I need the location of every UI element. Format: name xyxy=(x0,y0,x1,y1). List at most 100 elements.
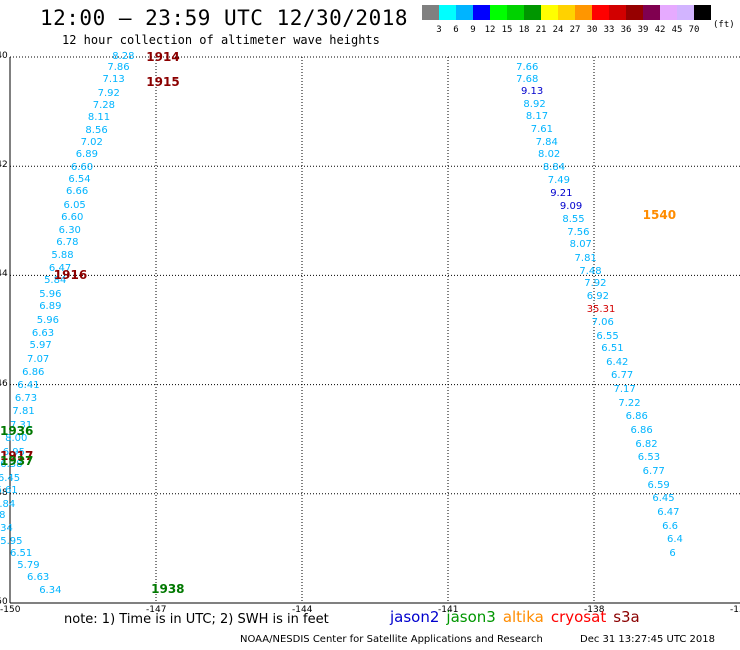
wave-height-value: 6.86 xyxy=(630,425,653,436)
wave-height-value: 6.60 xyxy=(70,161,94,173)
wave-height-value: 6.95 xyxy=(2,446,25,458)
color-swatch-label: 6 xyxy=(453,25,459,35)
wave-height-value: 6 xyxy=(669,547,676,559)
wave-height-value: 6.61 xyxy=(0,485,18,497)
color-swatch-label: 36 xyxy=(620,25,632,35)
color-swatch xyxy=(626,5,643,20)
color-swatch xyxy=(677,5,694,20)
lat-tick-label: -44 xyxy=(0,269,8,280)
wave-height-value: 7.02 xyxy=(80,136,103,148)
wave-height-value: 6.45 xyxy=(652,493,675,505)
wave-height-value: 6.92 xyxy=(586,291,609,303)
wave-height-value: 6.86 xyxy=(22,366,45,378)
wave-height-value: 6.78 xyxy=(56,236,79,248)
wave-height-value: 9.09 xyxy=(559,201,583,213)
color-scale-unit: (ft) xyxy=(713,20,735,30)
wave-height-value: 6.63 xyxy=(31,327,55,339)
pass-id-label: 1540 xyxy=(642,208,677,223)
wave-height-value: 6.05 xyxy=(63,199,86,211)
wave-height-value: 6.53 xyxy=(637,452,661,464)
wave-height-value: 6.66 xyxy=(65,186,89,198)
color-swatch xyxy=(456,5,473,20)
wave-height-value: 6.77 xyxy=(642,465,665,477)
lon-tick-label: -138 xyxy=(584,605,605,615)
wave-height-value: 6.82 xyxy=(635,438,658,450)
color-swatch xyxy=(473,5,490,20)
wave-height-value: 6.51 xyxy=(601,343,624,355)
wave-height-value: 6.58 xyxy=(0,509,6,521)
wave-height-value: 7.68 xyxy=(516,73,539,85)
color-swatch-label: 39 xyxy=(637,25,649,35)
lon-tick-label: -147 xyxy=(146,605,167,615)
color-swatch xyxy=(609,5,626,20)
legend-item-cryosat: cryosat xyxy=(550,608,607,626)
footer-note: note: 1) Time is in UTC; 2) SWH is in fe… xyxy=(64,612,329,627)
wave-height-value: 5.97 xyxy=(29,340,52,352)
wave-height-value: 6.55 xyxy=(596,330,619,342)
generation-timestamp: Dec 31 13:27:45 UTC 2018 xyxy=(580,634,715,645)
wave-height-value: 7.61 xyxy=(530,123,553,135)
color-swatch xyxy=(490,5,507,20)
color-swatch-label: 9 xyxy=(470,25,476,35)
wave-height-value: 7.84 xyxy=(535,136,558,148)
wave-height-value: 8.07 xyxy=(569,239,592,251)
wave-height-value: 6.89 xyxy=(75,149,98,161)
wave-height-value: 7.56 xyxy=(567,226,590,238)
pass-id-label: 1915 xyxy=(146,74,180,89)
wave-height-value: 8.55 xyxy=(562,213,585,225)
wave-height-value: 7.13 xyxy=(102,73,125,85)
wave-height-value: 7.81 xyxy=(12,405,35,417)
wave-height-value: 6.41 xyxy=(17,380,40,392)
color-swatch-label: 42 xyxy=(654,25,666,35)
wave-height-value: 7.31 xyxy=(10,419,33,431)
wave-height-value: 8.28 xyxy=(112,51,135,62)
color-swatch xyxy=(643,5,660,20)
color-swatch xyxy=(507,5,524,20)
color-swatch-label: 3 xyxy=(436,25,442,35)
wave-height-value: 9.13 xyxy=(521,86,544,98)
wave-height-value: 6.89 xyxy=(39,301,62,313)
color-swatch-label: 45 xyxy=(671,25,683,35)
wave-height-value: 7.48 xyxy=(579,265,602,277)
wave-height-value: 8.00 xyxy=(5,433,28,445)
wave-height-value: 6.86 xyxy=(625,411,648,423)
color-swatch xyxy=(439,5,456,20)
wave-height-value: 7.86 xyxy=(107,61,130,73)
wave-height-value: 8.02 xyxy=(538,149,561,161)
wave-height-value: 7.34 xyxy=(0,523,13,535)
color-swatch xyxy=(541,5,558,20)
wave-height-value: 7.06 xyxy=(591,316,614,328)
satellite-legend: jason2 jason3 altika cryosat s3a xyxy=(390,608,647,626)
wave-height-value: 5.96 xyxy=(36,314,60,326)
legend-item-jason2: jason2 xyxy=(390,608,440,626)
pass-id-label: 1914 xyxy=(146,50,180,64)
wave-height-value: 8.92 xyxy=(523,98,546,110)
wave-height-value: 7.66 xyxy=(516,61,539,73)
legend-item-s3a: s3a xyxy=(613,608,640,626)
wave-height-value: 6.51 xyxy=(10,547,33,559)
wave-height-value: 5.88 xyxy=(51,250,74,262)
pass-id-label: 1938 xyxy=(151,582,185,597)
wave-height-value: 8.84 xyxy=(542,161,566,173)
lon-tick-label: -150 xyxy=(0,605,21,615)
wave-height-value: 5.79 xyxy=(17,560,40,572)
wave-height-value: 6.60 xyxy=(61,212,84,224)
pass-id-label: 1916 xyxy=(53,268,88,283)
wave-height-value: 7.92 xyxy=(584,277,607,289)
wave-height-value: 6.47 xyxy=(48,262,72,274)
wave-height-value: 7.22 xyxy=(618,397,641,409)
wave-height-value: 6.73 xyxy=(14,393,38,405)
color-swatch xyxy=(575,5,592,20)
wave-height-value: 8.56 xyxy=(85,124,108,136)
wave-height-value: 6.59 xyxy=(647,479,670,491)
color-swatch xyxy=(558,5,575,20)
legend-item-jason3: jason3 xyxy=(446,608,496,626)
wave-height-value: 5.84 xyxy=(44,274,67,286)
wave-height-value: 6.77 xyxy=(611,370,634,382)
color-swatch-label: 30 xyxy=(586,25,598,35)
lon-tick-label: -144 xyxy=(292,605,313,615)
color-swatch-label: 12 xyxy=(484,25,496,35)
wave-height-value: 6.30 xyxy=(58,224,81,236)
